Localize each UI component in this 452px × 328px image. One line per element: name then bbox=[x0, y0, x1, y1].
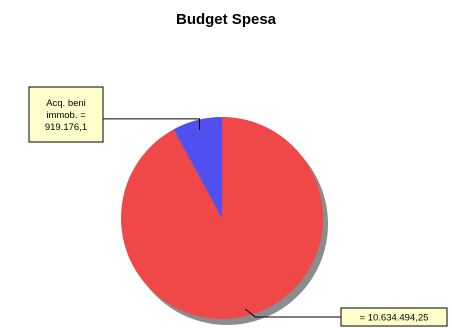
callout-box-1 bbox=[28, 86, 104, 143]
callout-label-1-line-1: immob. = bbox=[46, 110, 86, 121]
callout-label-1-line-2: 919.176,1 bbox=[45, 122, 87, 133]
callout-box-0 bbox=[340, 307, 448, 327]
callout-leader-1 bbox=[103, 118, 201, 130]
chart-title: Budget Spesa bbox=[176, 11, 277, 28]
pie-slice-0 bbox=[121, 117, 324, 319]
callout-leader-0 bbox=[244, 308, 341, 318]
pie-slice-1 bbox=[173, 117, 222, 218]
callout-label-0-line-0: = 10.634.494,25 bbox=[360, 313, 429, 324]
pie-layer bbox=[121, 117, 328, 325]
callout-label-1-line-0: Acq. beni bbox=[46, 98, 86, 109]
